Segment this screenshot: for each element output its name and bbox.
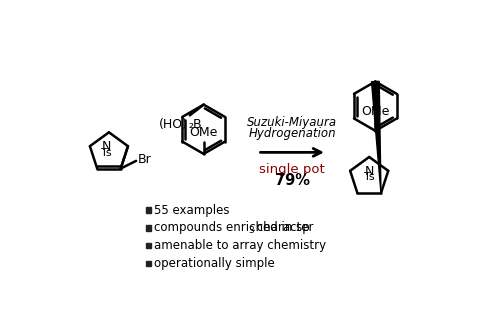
Text: 3: 3 [249, 227, 254, 236]
Text: OMe: OMe [190, 125, 218, 139]
Polygon shape [372, 81, 381, 193]
Text: Br: Br [138, 153, 151, 166]
Bar [146, 207, 151, 213]
Text: Ts: Ts [364, 172, 374, 182]
Text: ₂B: ₂B [188, 118, 202, 132]
Bar [146, 243, 151, 248]
Text: (HO): (HO) [159, 118, 188, 132]
Text: OMe: OMe [361, 105, 390, 118]
Text: character: character [253, 221, 314, 234]
Text: 55 examples: 55 examples [155, 204, 230, 217]
Text: Hydrogenation: Hydrogenation [248, 127, 336, 140]
Text: N: N [102, 140, 111, 153]
Text: Suzuki-Miyaura: Suzuki-Miyaura [247, 116, 337, 129]
Text: amenable to array chemistry: amenable to array chemistry [155, 239, 326, 252]
Text: single pot: single pot [259, 163, 325, 176]
Text: Ts: Ts [101, 148, 112, 158]
Text: 79%: 79% [275, 173, 310, 188]
Text: operationally simple: operationally simple [155, 257, 275, 270]
Bar [146, 260, 151, 266]
Bar [146, 225, 151, 230]
Text: N: N [364, 165, 374, 178]
Text: compounds enriched in sp: compounds enriched in sp [155, 221, 310, 234]
